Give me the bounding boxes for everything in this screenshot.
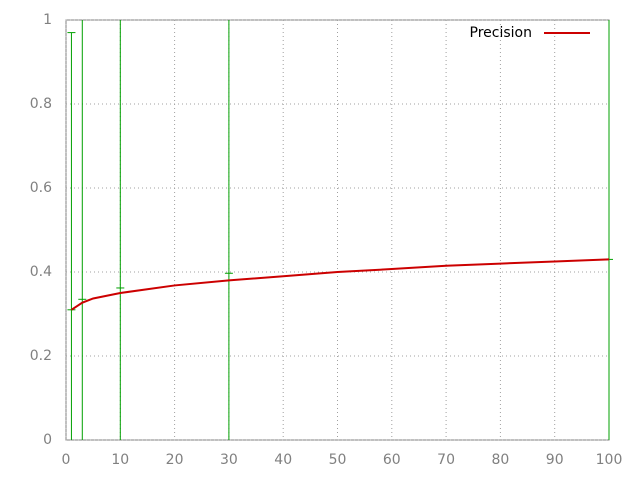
x-tick-label: 70 bbox=[437, 452, 455, 468]
x-tick-label: 40 bbox=[274, 452, 292, 468]
x-tick-label: 30 bbox=[220, 452, 238, 468]
x-tick-label: 90 bbox=[546, 452, 564, 468]
x-tick-label: 50 bbox=[329, 452, 347, 468]
y-tick-label: 0.6 bbox=[30, 180, 52, 196]
x-tick-label: 100 bbox=[596, 452, 623, 468]
y-tick-label: 0.2 bbox=[30, 348, 52, 364]
line bbox=[70, 258, 610, 311]
x-tick-label: 10 bbox=[111, 452, 129, 468]
y-tick-label: 0.4 bbox=[30, 264, 52, 280]
x-tick-label: 0 bbox=[62, 452, 71, 468]
y-tick-label: 0.8 bbox=[30, 96, 52, 112]
legend-label: Precision bbox=[470, 25, 532, 41]
x-tick-label: 80 bbox=[491, 452, 509, 468]
x-tick-label: 20 bbox=[166, 452, 184, 468]
y-tick-label: 1 bbox=[43, 12, 52, 28]
x-tick-label: 60 bbox=[383, 452, 401, 468]
y-tick-label: 0 bbox=[43, 432, 52, 448]
